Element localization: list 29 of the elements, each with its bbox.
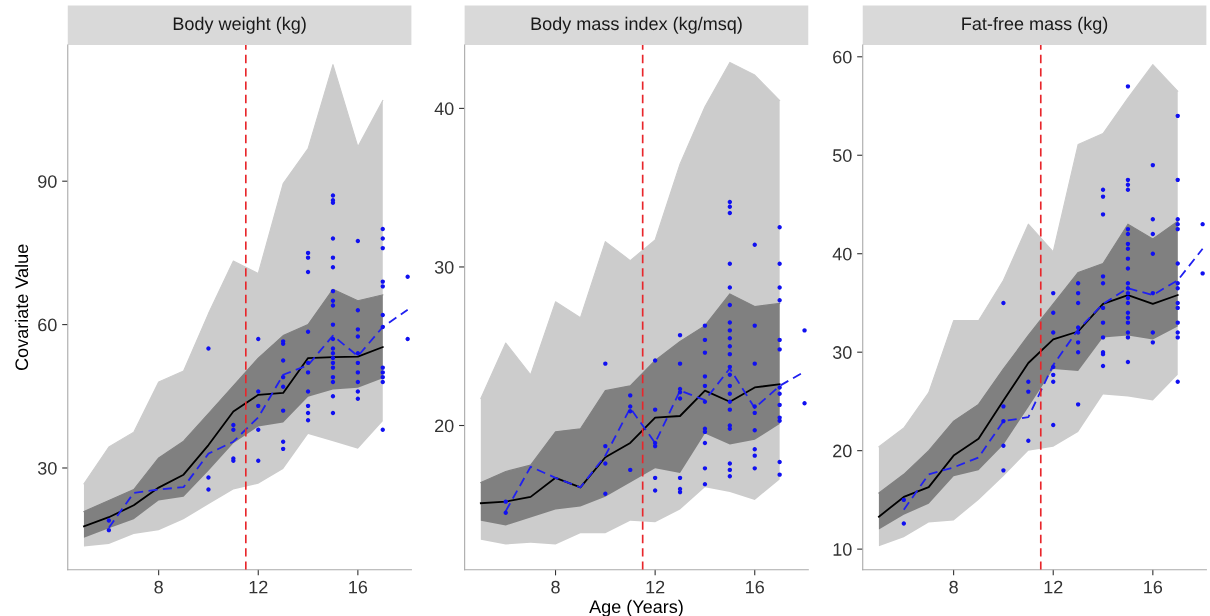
- y-tick-label: 40: [434, 102, 454, 116]
- x-tick-label: 12: [646, 580, 665, 594]
- x-tick-label: 12: [249, 580, 268, 594]
- chart-title: Body mass index (kg/msq): [531, 16, 742, 34]
- x-tick-label: 8: [949, 580, 958, 594]
- y-tick-label: 30: [434, 260, 454, 274]
- x-tick-label: 8: [154, 580, 163, 594]
- line-series: [83, 346, 384, 528]
- y-tick-label: 30: [37, 461, 57, 475]
- y-tick-label: 60: [38, 318, 57, 332]
- y-tick-label: 30: [832, 346, 852, 359]
- y-tick-label: 20: [435, 419, 454, 433]
- y-tick-label: 60: [833, 50, 852, 64]
- x-tick-label: 8: [551, 580, 560, 594]
- y-tick-label: 40: [832, 247, 852, 261]
- x-axis-title: Age (Years): [589, 599, 683, 616]
- y-tick-label: 90: [38, 175, 57, 188]
- line-series: [479, 383, 781, 505]
- y-tick-label: 20: [833, 444, 852, 458]
- chart-title: Body weight (kg): [173, 16, 306, 34]
- x-tick-label: 12: [1044, 580, 1063, 594]
- y-tick-label: 10: [833, 543, 852, 556]
- y-tick-label: 50: [832, 149, 852, 162]
- x-tick-label: 16: [746, 580, 764, 594]
- x-tick-label: 16: [1144, 580, 1163, 594]
- x-tick-label: 16: [349, 580, 368, 594]
- line-series: [902, 247, 1204, 511]
- y-axis-title: Covariate Value: [14, 244, 29, 371]
- chart-title: Fat-free mass (kg): [962, 16, 1108, 34]
